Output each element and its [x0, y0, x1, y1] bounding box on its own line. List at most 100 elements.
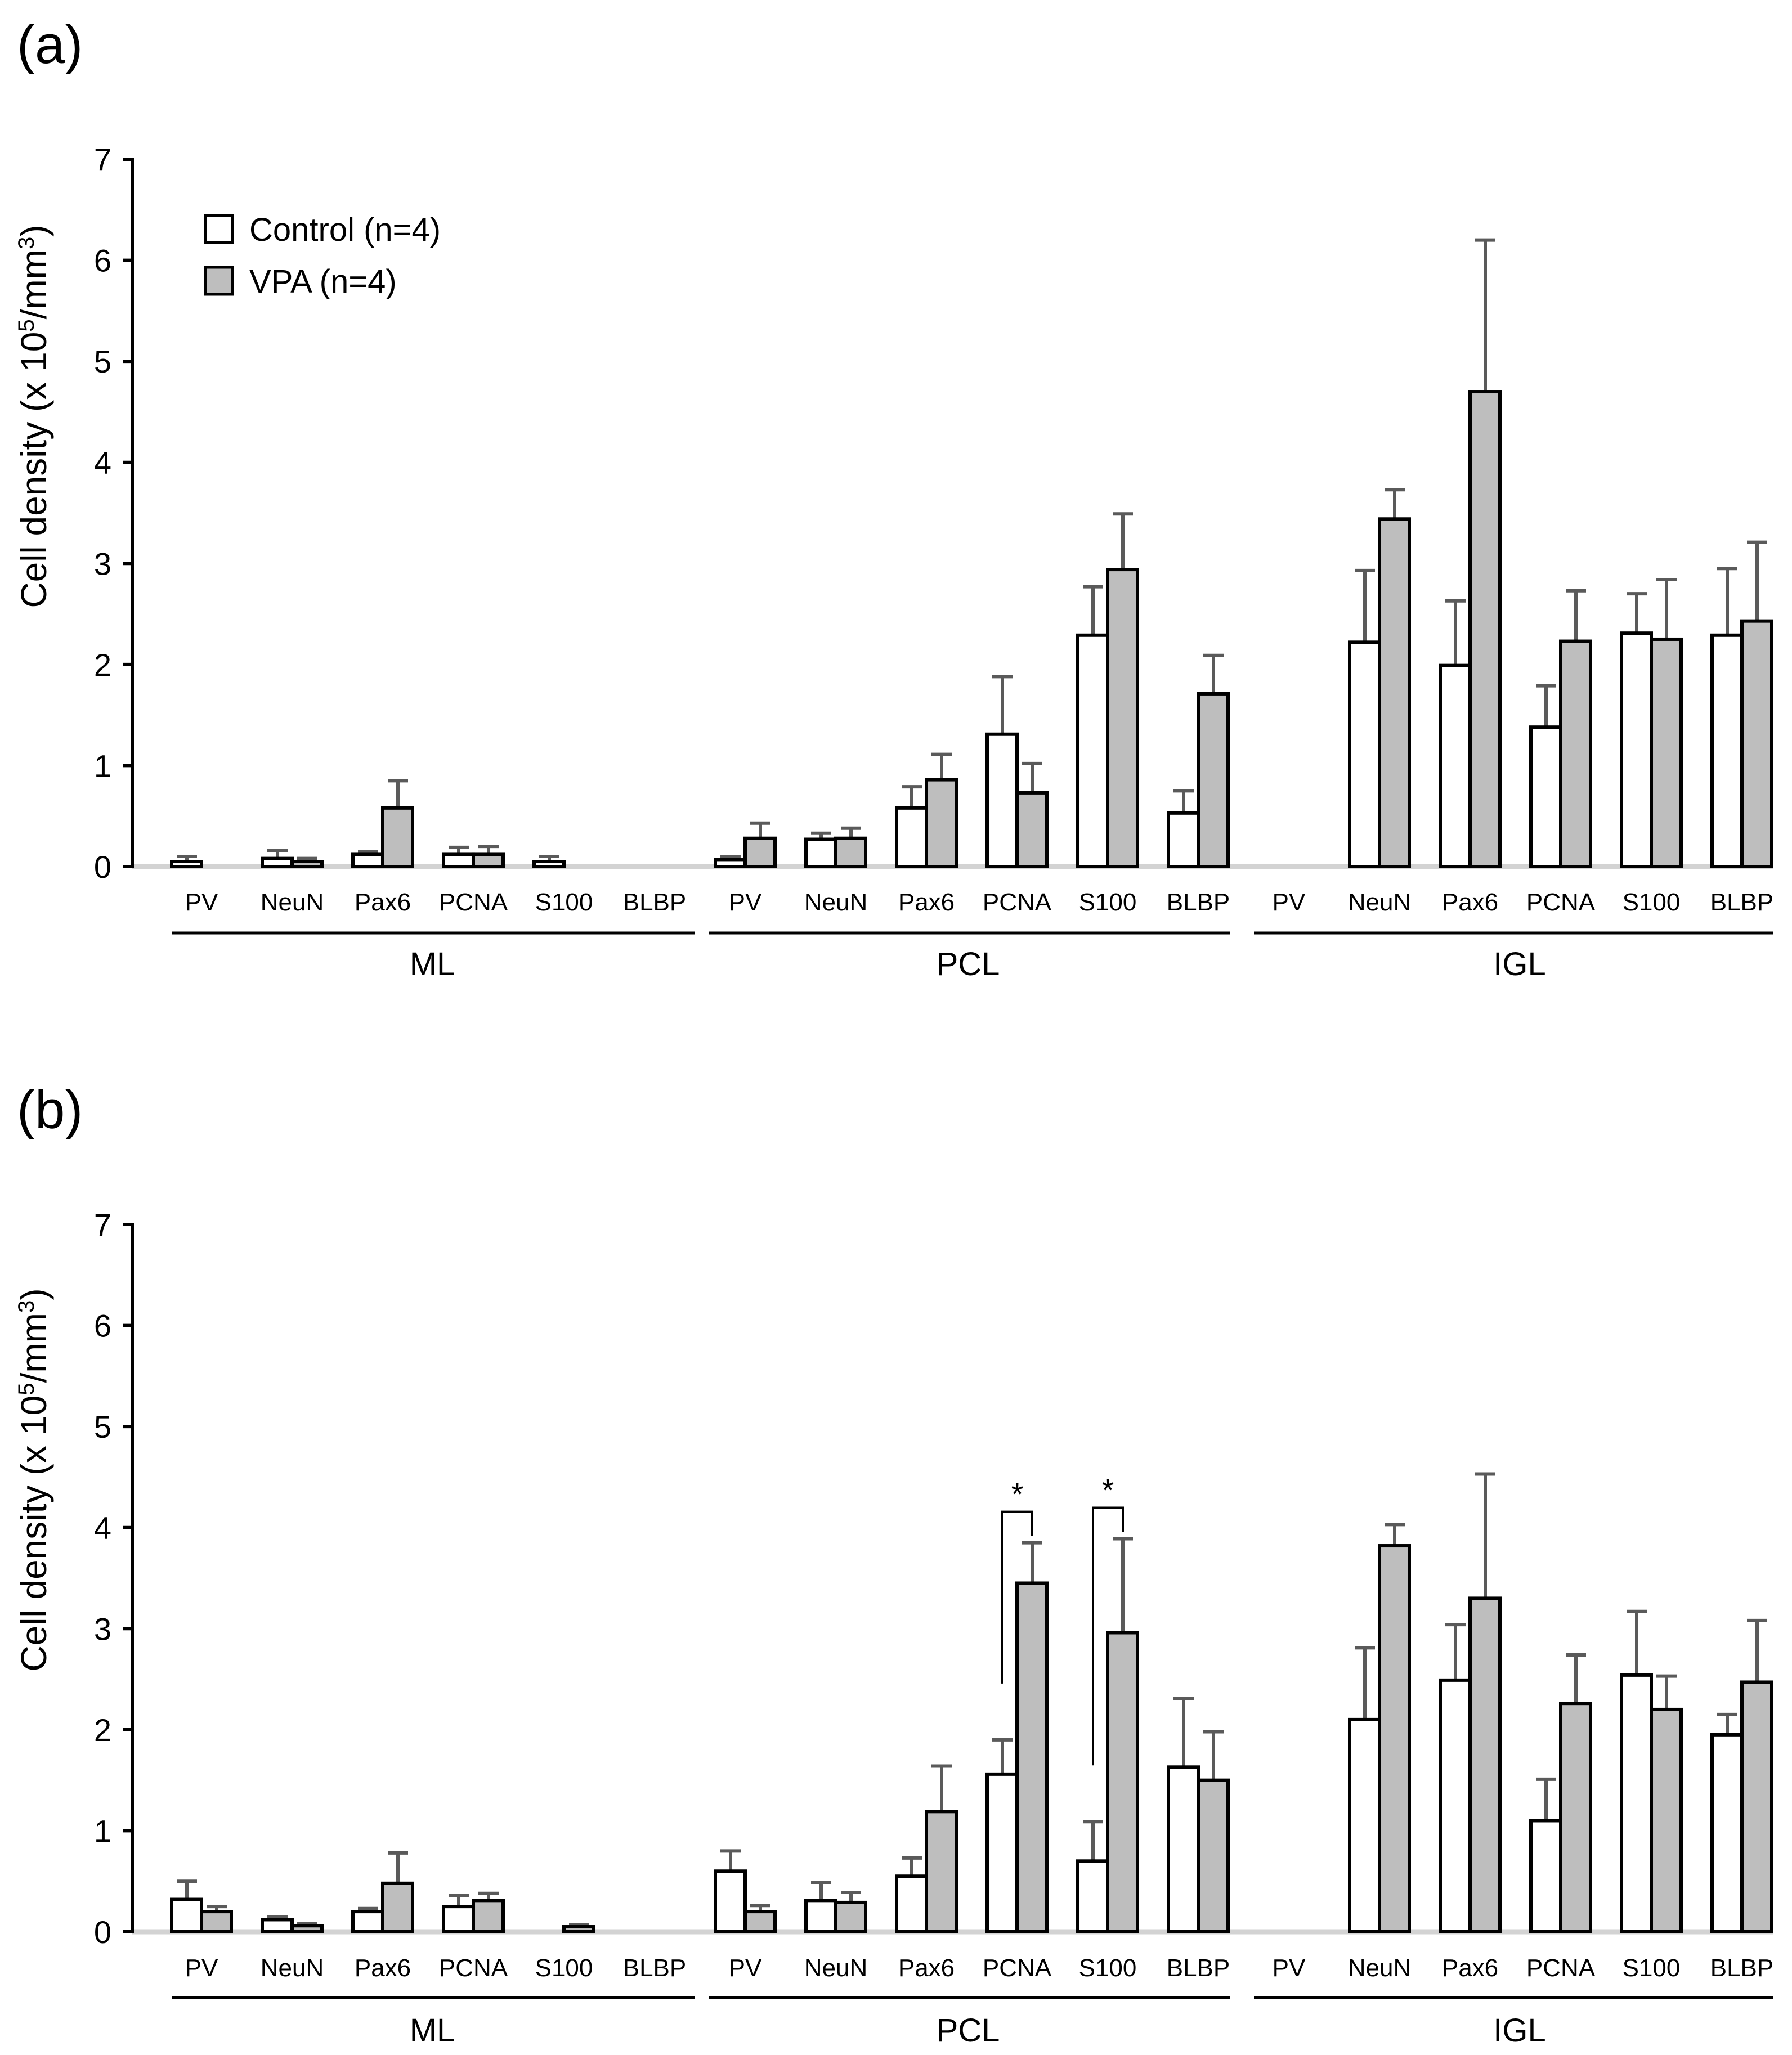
- x-tick-label: Pax6: [355, 1954, 411, 1982]
- x-tick-label: PCNA: [1526, 1954, 1596, 1982]
- bar-vpa: [1378, 517, 1411, 868]
- x-tick-label: NeuN: [261, 889, 324, 916]
- bar-vpa: [562, 1925, 595, 1934]
- y-axis-label-sup: 3: [14, 1300, 39, 1313]
- legend-swatch-control: [204, 214, 234, 244]
- bar-vpa: [1740, 619, 1773, 869]
- x-tick-label: Pax6: [355, 889, 411, 916]
- group-label: IGL: [1493, 2012, 1546, 2049]
- y-tick-label: 3: [94, 546, 111, 581]
- x-tick-label: NeuN: [261, 1954, 324, 1982]
- bar-control: [1529, 725, 1562, 868]
- x-tick-label: S100: [1079, 1954, 1137, 1982]
- bar-vpa: [743, 836, 777, 868]
- bar-control: [895, 1874, 928, 1933]
- x-tick-label: S100: [535, 889, 593, 916]
- bar-control: [1620, 1673, 1653, 1934]
- x-tick-label: Pax6: [898, 1954, 955, 1982]
- x-tick-label: BLBP: [1710, 1954, 1774, 1982]
- bar-control: [1439, 663, 1472, 868]
- bar-vpa: [1015, 791, 1049, 868]
- bar-control: [261, 856, 294, 868]
- bar-control: [1167, 1765, 1200, 1933]
- group-label: ML: [410, 2012, 455, 2049]
- y-tick-label: 2: [94, 1712, 111, 1748]
- x-tick-label: PCNA: [439, 1954, 508, 1982]
- bar-vpa: [381, 806, 414, 868]
- bar-vpa: [1468, 1596, 1502, 1933]
- bar-control: [1348, 1717, 1381, 1933]
- x-tick-label: BLBP: [623, 1954, 687, 1982]
- bar-control: [804, 1899, 837, 1933]
- bar-control: [1076, 1859, 1109, 1934]
- bar-control: [985, 732, 1019, 869]
- bar-control: [985, 1772, 1019, 1934]
- bar-control: [442, 852, 475, 868]
- legend-label-control: Control (n=4): [249, 212, 441, 248]
- y-tick-label: 3: [94, 1611, 111, 1646]
- bar-control: [1439, 1678, 1472, 1934]
- x-tick-label: NeuN: [1348, 889, 1412, 916]
- group-label: ML: [410, 946, 455, 982]
- bar-vpa: [834, 836, 867, 868]
- bar-vpa: [1378, 1544, 1411, 1933]
- x-tick-label: PCNA: [983, 1954, 1052, 1982]
- bar-control: [1620, 631, 1653, 868]
- y-tick-label: 1: [94, 1813, 111, 1848]
- x-tick-label: S100: [1623, 889, 1681, 916]
- x-tick-label: PCNA: [983, 889, 1052, 916]
- bar-vpa: [290, 860, 324, 869]
- x-tick-label: PCNA: [439, 889, 508, 916]
- y-tick-label: 7: [94, 142, 111, 177]
- x-tick-label: PV: [729, 1954, 762, 1982]
- bar-vpa: [1650, 637, 1683, 868]
- bar-vpa: [1015, 1581, 1049, 1933]
- x-tick-label: PV: [185, 889, 218, 916]
- x-tick-label: BLBP: [1167, 889, 1230, 916]
- x-tick-label: PV: [185, 1954, 218, 1982]
- bar-control: [714, 1869, 747, 1933]
- bar-vpa: [290, 1924, 324, 1934]
- bar-control: [1529, 1819, 1562, 1933]
- bar-vpa: [1740, 1680, 1773, 1933]
- y-tick-label: 5: [94, 1409, 111, 1444]
- x-tick-label: Pax6: [1442, 1954, 1498, 1982]
- bar-vpa: [1468, 390, 1502, 868]
- bar-control: [804, 837, 837, 869]
- bar-vpa: [1559, 639, 1592, 868]
- y-axis-label-sup: 5: [14, 1383, 39, 1395]
- bar-vpa: [834, 1900, 867, 1934]
- bar-control: [170, 860, 203, 869]
- y-axis-label-mid: /mm: [14, 249, 54, 319]
- bar-control: [1076, 633, 1109, 868]
- y-tick-label: 4: [94, 445, 111, 481]
- x-tick-label: PV: [1273, 889, 1306, 916]
- y-tick-label: 4: [94, 1510, 111, 1546]
- bar-control: [351, 1910, 384, 1933]
- bar-vpa: [1197, 692, 1230, 868]
- x-tick-label: NeuN: [804, 889, 868, 916]
- x-tick-label: S100: [1623, 1954, 1681, 1982]
- bar-control: [1710, 633, 1744, 868]
- bar-control: [442, 1905, 475, 1934]
- y-axis-label: Cell density (x 105/mm3): [14, 1288, 54, 1671]
- panel-label: (a): [17, 15, 83, 75]
- bar-vpa: [925, 1810, 958, 1934]
- x-tick-label: PCNA: [1526, 889, 1596, 916]
- y-axis-label-sup: 3: [14, 237, 39, 249]
- legend-swatch-vpa: [204, 266, 234, 296]
- y-tick-label: 2: [94, 647, 111, 683]
- group-label: PCL: [937, 946, 1000, 982]
- bar-vpa: [472, 852, 505, 868]
- bar-vpa: [1106, 1631, 1139, 1933]
- x-tick-label: NeuN: [804, 1954, 868, 1982]
- x-tick-label: Pax6: [898, 889, 955, 916]
- bar-control: [1167, 811, 1200, 869]
- y-tick-label: 5: [94, 344, 111, 379]
- bar-vpa: [1650, 1707, 1683, 1933]
- legend: Control (n=4) VPA (n=4): [204, 212, 441, 300]
- x-tick-label: PV: [1273, 1954, 1306, 1982]
- bar-vpa: [925, 778, 958, 869]
- bar-control: [1710, 1733, 1744, 1933]
